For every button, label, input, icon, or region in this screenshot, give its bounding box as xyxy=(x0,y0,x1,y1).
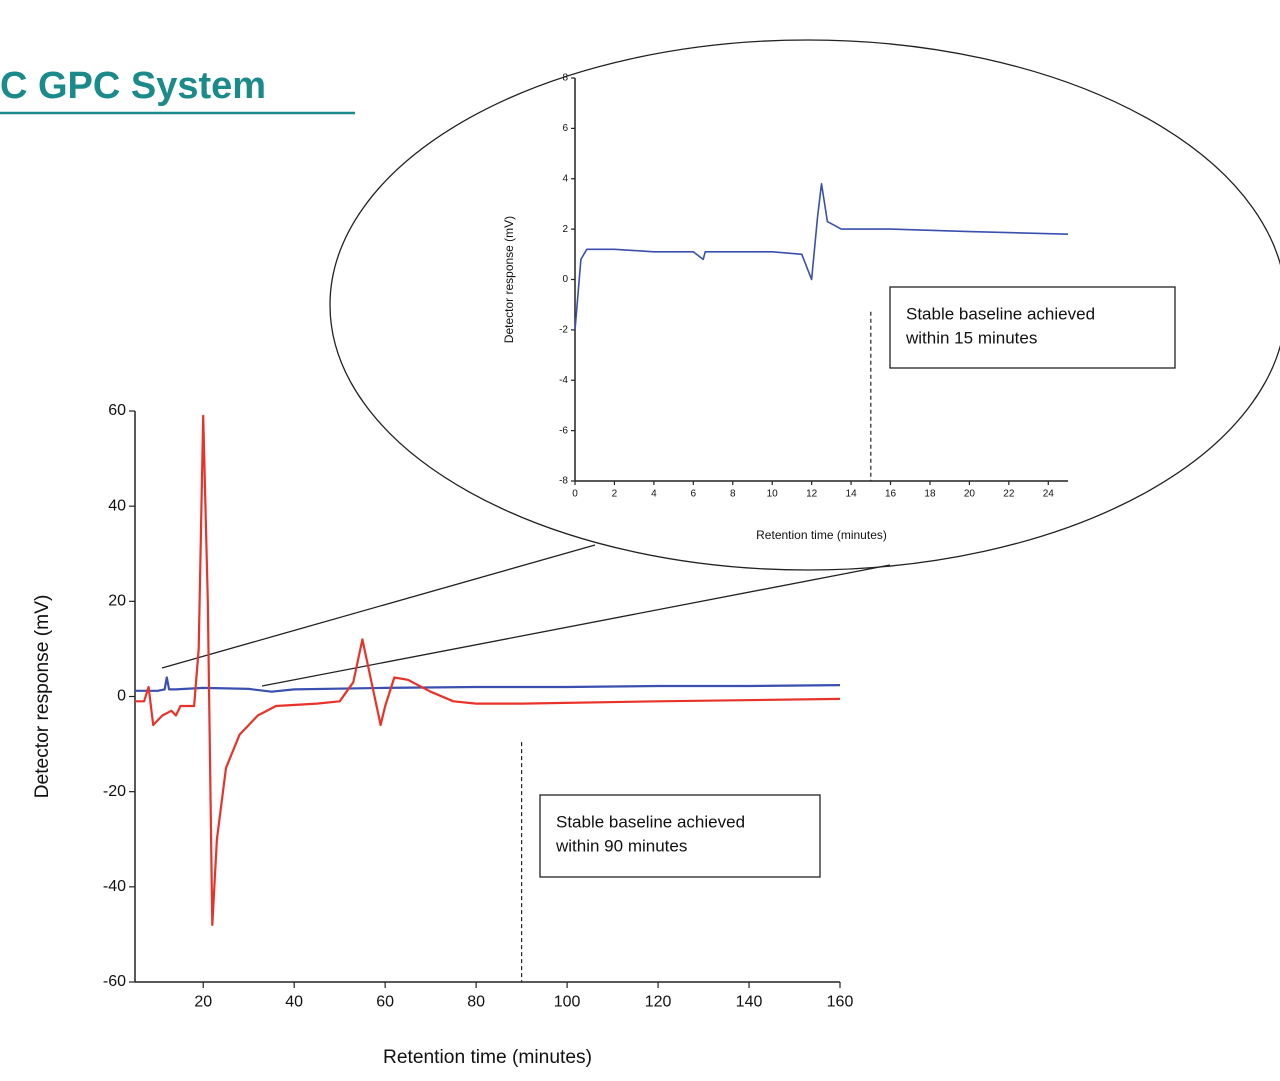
line-series xyxy=(574,183,1069,330)
x-tick-label: 160 xyxy=(827,994,854,1011)
y-tick-label: 60 xyxy=(108,402,126,419)
y-axis-label: Detector response (mV) xyxy=(502,216,516,343)
y-tick-label: -8 xyxy=(559,476,568,487)
x-tick-label: 18 xyxy=(924,489,936,500)
annotation-text: within 90 minutes xyxy=(555,836,687,855)
x-tick-label: 12 xyxy=(806,489,818,500)
annotation-box xyxy=(889,286,1176,369)
line-series xyxy=(135,414,841,926)
y-tick-label: 0 xyxy=(562,274,568,285)
x-axis-label: Retention time (minutes) xyxy=(756,528,887,542)
x-tick-label: 20 xyxy=(964,489,976,500)
y-tick-label: 2 xyxy=(562,224,568,235)
x-tick-label: 10 xyxy=(767,489,779,500)
x-tick-label: 14 xyxy=(846,489,858,500)
y-tick-label: -40 xyxy=(103,878,126,895)
y-tick-label: 8 xyxy=(562,73,568,84)
zoom-ellipse xyxy=(329,39,1280,571)
x-axis-label: Retention time (minutes) xyxy=(383,1047,592,1068)
annotation-text: within 15 minutes xyxy=(905,328,1037,347)
annotation-text: Stable baseline achieved xyxy=(556,812,745,831)
x-tick-label: 60 xyxy=(376,994,394,1011)
x-tick-label: 20 xyxy=(194,994,212,1011)
y-tick-label: -4 xyxy=(559,375,568,386)
y-tick-label: -2 xyxy=(559,325,568,336)
x-tick-label: 140 xyxy=(736,994,763,1011)
annotation-box xyxy=(539,794,821,878)
zoom-line xyxy=(261,564,891,687)
slide-title: C GPC System xyxy=(0,65,266,107)
annotation-text: Stable baseline achieved xyxy=(906,304,1095,323)
x-tick-label: 8 xyxy=(730,489,736,500)
x-tick-label: 0 xyxy=(572,489,578,500)
y-tick-label: 40 xyxy=(108,497,126,514)
x-tick-label: 80 xyxy=(467,994,485,1011)
line-series xyxy=(135,676,841,693)
x-tick-label: 100 xyxy=(554,994,581,1011)
x-tick-label: 2 xyxy=(612,489,618,500)
x-tick-label: 40 xyxy=(285,994,303,1011)
y-tick-label: -60 xyxy=(103,973,126,990)
x-tick-label: 22 xyxy=(1003,489,1015,500)
y-tick-label: -20 xyxy=(103,783,126,800)
x-tick-label: 6 xyxy=(691,489,697,500)
x-tick-label: 16 xyxy=(885,489,897,500)
x-tick-label: 120 xyxy=(645,994,672,1011)
y-tick-label: 0 xyxy=(117,688,126,705)
y-axis-label: Detector response (mV) xyxy=(32,595,53,799)
y-tick-label: 6 xyxy=(562,123,568,134)
y-tick-label: 20 xyxy=(108,593,126,610)
y-tick-label: -6 xyxy=(559,425,568,436)
x-tick-label: 24 xyxy=(1043,489,1055,500)
zoom-line xyxy=(161,544,596,669)
y-tick-label: 4 xyxy=(562,173,568,184)
x-tick-label: 4 xyxy=(651,489,657,500)
